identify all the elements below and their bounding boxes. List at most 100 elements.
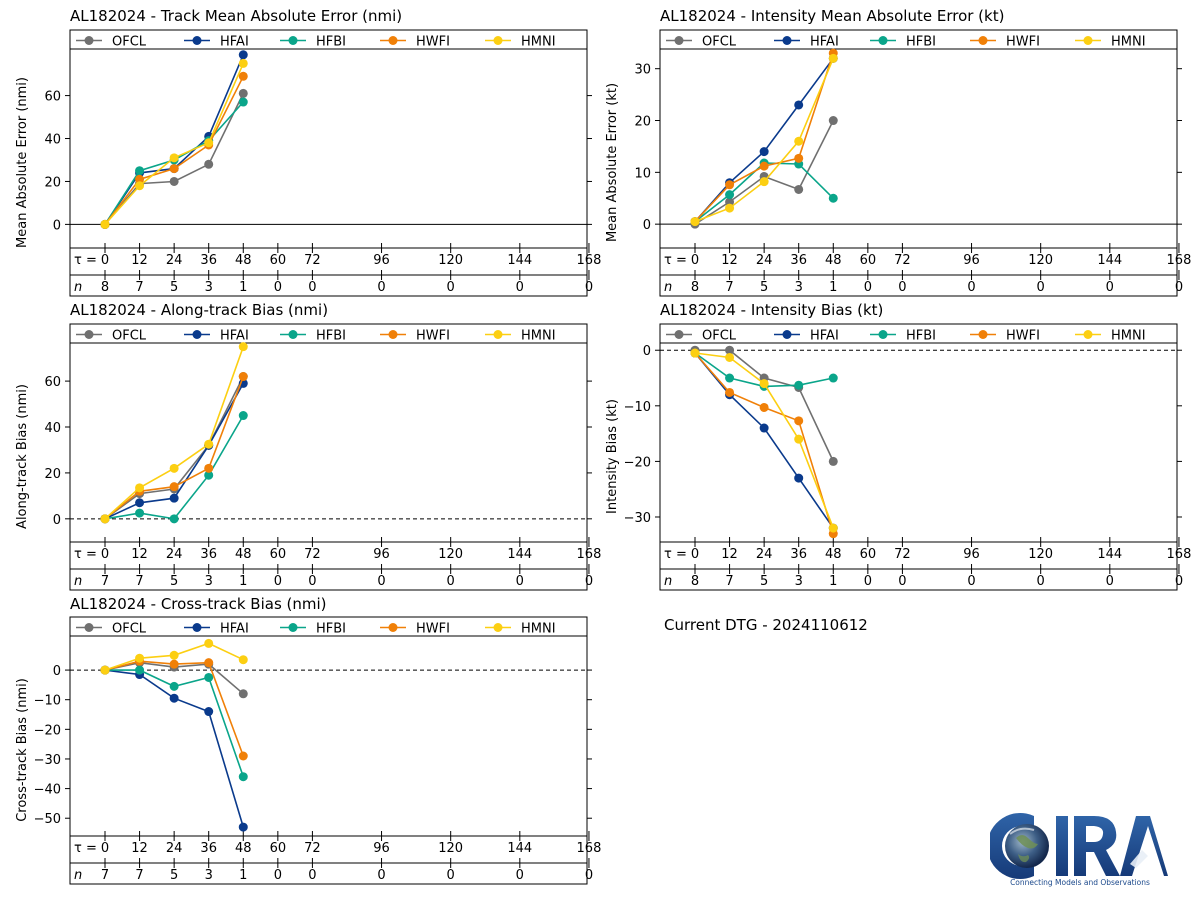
legend-marker bbox=[84, 623, 94, 632]
n-count-label: 0 bbox=[274, 574, 282, 589]
series-line bbox=[104, 63, 245, 225]
y-tick-label: 60 bbox=[44, 375, 61, 390]
n-count-label: 8 bbox=[691, 574, 699, 589]
data-point bbox=[169, 681, 179, 691]
tau-tick-label: 120 bbox=[1028, 253, 1053, 268]
tau-tick-label: 24 bbox=[166, 547, 183, 562]
legend-label: HFAI bbox=[220, 622, 249, 637]
n-count-label: 5 bbox=[170, 868, 178, 883]
legend-label: HWFI bbox=[416, 329, 450, 344]
legend-marker bbox=[192, 36, 202, 45]
data-point bbox=[794, 153, 804, 163]
n-count-label: 0 bbox=[447, 574, 455, 589]
tau-tick-label: 144 bbox=[507, 547, 532, 562]
tau-tick-label: 120 bbox=[438, 547, 463, 562]
legend-marker bbox=[1083, 330, 1093, 339]
data-point bbox=[828, 116, 838, 126]
legend-entry-hmni: HMNI bbox=[1075, 329, 1146, 344]
y-tick-label: 10 bbox=[634, 166, 651, 181]
data-point bbox=[759, 147, 769, 157]
n-count-label: 1 bbox=[239, 574, 247, 589]
tau-tick-label: 96 bbox=[963, 253, 980, 268]
y-axis-label: Mean Absolute Error (nmi) bbox=[15, 77, 30, 248]
series-ofcl bbox=[690, 116, 838, 229]
tau-tick-label: 12 bbox=[721, 253, 738, 268]
legend-label: OFCL bbox=[112, 622, 147, 637]
data-point bbox=[204, 159, 214, 169]
legend-label: HFBI bbox=[316, 329, 346, 344]
tau-tick-label: 24 bbox=[166, 841, 183, 856]
n-count-label: 7 bbox=[725, 574, 733, 589]
y-axis-label: Intensity Bias (kt) bbox=[605, 399, 620, 514]
tau-tick-label: 72 bbox=[894, 547, 911, 562]
n-row-label: n bbox=[74, 868, 82, 883]
n-count-label: 0 bbox=[1037, 280, 1045, 295]
y-tick-label: −10 bbox=[624, 400, 651, 415]
legend-label: HMNI bbox=[521, 35, 556, 50]
n-count-label: 0 bbox=[377, 280, 385, 295]
n-count-label: 3 bbox=[795, 574, 803, 589]
legend-entry-hfai: HFAI bbox=[184, 329, 249, 344]
data-point bbox=[238, 97, 248, 107]
y-axis-label: Cross-track Bias (nmi) bbox=[15, 678, 30, 822]
tau-tick-label: 0 bbox=[101, 253, 109, 268]
legend-entry-hmni: HMNI bbox=[485, 329, 556, 344]
tau-tick-label: 48 bbox=[825, 253, 842, 268]
axes-frame bbox=[69, 323, 588, 591]
data-point bbox=[794, 380, 804, 390]
n-count-label: 7 bbox=[101, 574, 109, 589]
legend-marker bbox=[388, 623, 398, 632]
n-count-label: 7 bbox=[135, 574, 143, 589]
legend-label: HFAI bbox=[220, 35, 249, 50]
tau-tick-label: 36 bbox=[790, 253, 807, 268]
data-point bbox=[828, 456, 838, 466]
data-point bbox=[759, 161, 769, 171]
n-count-label: 0 bbox=[1037, 574, 1045, 589]
n-count-label: 7 bbox=[135, 868, 143, 883]
y-tick-label: 20 bbox=[44, 467, 61, 482]
n-count-label: 0 bbox=[898, 280, 906, 295]
legend-label: HFBI bbox=[906, 35, 936, 50]
data-point bbox=[135, 181, 145, 191]
legend-entry-hmni: HMNI bbox=[485, 622, 556, 637]
legend-entry-hwfi: HWFI bbox=[970, 35, 1040, 50]
chart-title: AL182024 - Cross-track Bias (nmi) bbox=[70, 595, 327, 613]
n-count-label: 5 bbox=[760, 574, 768, 589]
n-count-label: 0 bbox=[967, 280, 975, 295]
data-point bbox=[135, 665, 145, 675]
logo-a-shape bbox=[1120, 816, 1168, 876]
tau-tick-label: 168 bbox=[577, 547, 602, 562]
legend-entry-ofcl: OFCL bbox=[76, 329, 147, 344]
data-point bbox=[238, 88, 248, 98]
tau-tick-label: 12 bbox=[721, 547, 738, 562]
legend-entry-hwfi: HWFI bbox=[380, 35, 450, 50]
tau-tick-label: 168 bbox=[1167, 547, 1191, 562]
legend-label: HWFI bbox=[416, 35, 450, 50]
n-count-label: 3 bbox=[205, 868, 213, 883]
logo-c-shape bbox=[990, 813, 1034, 879]
tau-tick-label: 24 bbox=[166, 253, 183, 268]
tau-tick-label: 48 bbox=[235, 547, 252, 562]
data-point bbox=[169, 176, 179, 186]
data-point bbox=[725, 180, 735, 190]
n-count-label: 3 bbox=[205, 574, 213, 589]
data-point bbox=[204, 470, 214, 480]
n-count-label: 8 bbox=[691, 280, 699, 295]
data-point bbox=[238, 372, 248, 382]
logo-tagline: Connecting Models and Observations bbox=[1010, 878, 1150, 887]
n-count-label: 3 bbox=[205, 280, 213, 295]
y-tick-label: 40 bbox=[44, 421, 61, 436]
tau-row-label: τ = bbox=[664, 547, 687, 562]
n-count-label: 1 bbox=[829, 280, 837, 295]
chart-title: AL182024 - Along-track Bias (nmi) bbox=[70, 301, 328, 319]
data-point bbox=[794, 473, 804, 483]
legend-marker bbox=[493, 623, 503, 632]
tau-tick-label: 96 bbox=[373, 841, 390, 856]
n-count-label: 0 bbox=[447, 868, 455, 883]
chart-intensity_mae: AL182024 - Intensity Mean Absolute Error… bbox=[605, 7, 1191, 297]
chart-title: AL182024 - Intensity Mean Absolute Error… bbox=[660, 7, 1004, 25]
tau-tick-label: 168 bbox=[577, 253, 602, 268]
series-hfbi bbox=[100, 97, 248, 229]
n-row-label: n bbox=[74, 574, 82, 589]
data-point bbox=[828, 53, 838, 63]
